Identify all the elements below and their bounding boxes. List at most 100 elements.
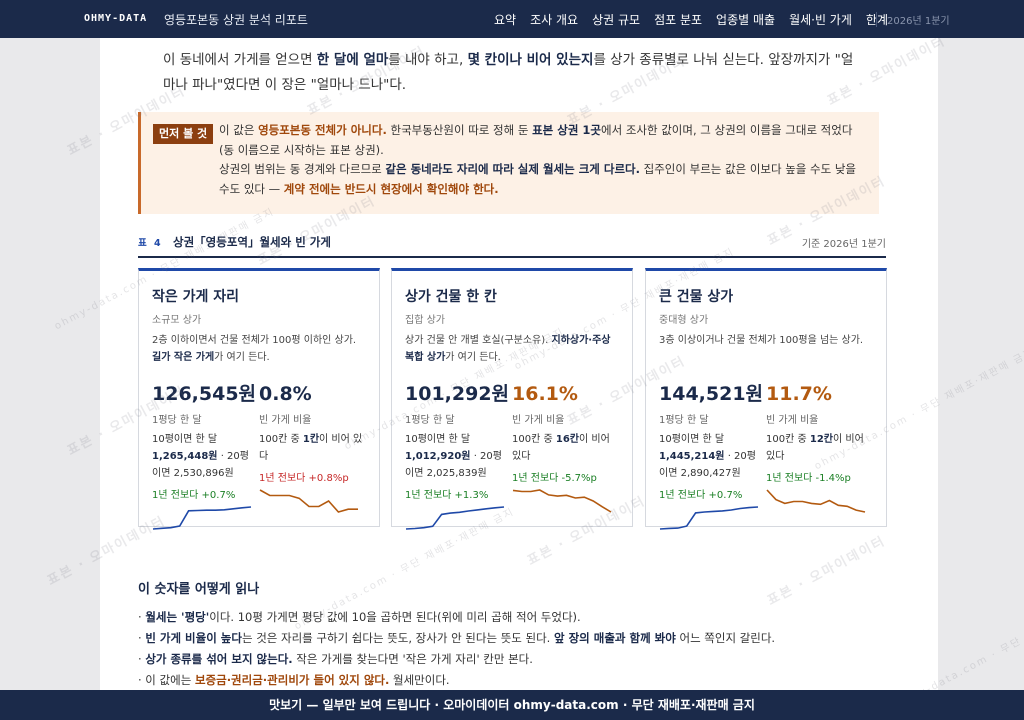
vacancy-label: 빈 가게 비율 <box>512 415 565 426</box>
text-run: 어느 쪽인지 갈린다. <box>675 631 776 645</box>
report-title: 영등포본동 상권 분석 리포트 <box>164 13 308 27</box>
text-run: 한 달에 얼마 <box>316 52 389 68</box>
footer-banner: 맛보기 — 일부만 보여 드립니다 · 오마이데이터 ohmy-data.com… <box>0 690 1024 720</box>
rent-detail: 10평이면 한 달 1,012,920원 · 20평이면 2,025,839원 <box>405 431 511 482</box>
text-run: 를 상가 종류별로 나눠 싣는다. 앞장까지가 "얼마나 파나"였다면 이 장은… <box>163 52 854 93</box>
text-run: 가 여기 든다. <box>214 352 270 363</box>
rent-label: 1평당 한 달 <box>152 415 202 426</box>
change-value: +0.8%p <box>308 473 349 484</box>
text-run: 12칸 <box>809 434 833 445</box>
rent-value: 144,521원 <box>659 383 764 405</box>
metrics: 144,521원 1평당 한 달 10평이면 한 달 1,445,214원 · 20… <box>659 382 873 531</box>
period: 2026년 1분기 <box>876 12 950 27</box>
text-run: 월세는 '평당' <box>145 610 210 624</box>
guide-items: · 월세는 '평당'이다. 10평 가게면 평당 값에 10을 곱하면 된다(위… <box>138 607 898 690</box>
note-text: 이 값은 영등포본동 전체가 아니다. 한국부동산원이 따로 정해 둔 표본 상… <box>219 121 867 199</box>
note-box: 먼저 볼 것 이 값은 영등포본동 전체가 아니다. 한국부동산원이 따로 정해… <box>138 112 879 214</box>
nav-link[interactable]: 요약 <box>494 13 517 27</box>
rent-column: 101,292원 1평당 한 달 10평이면 한 달 1,012,920원 · 20… <box>405 382 512 531</box>
text-run: 100칸 중 <box>512 434 556 445</box>
change-label: 1년 전보다 <box>152 490 199 501</box>
card-desc: 2층 이하이면서 건물 전체가 100평 이하인 상가. 길가 작은 가게가 여… <box>152 332 366 368</box>
brand[interactable]: OHMY-DATA <box>84 13 148 24</box>
nav-link[interactable]: 상권 규모 <box>592 13 641 27</box>
text-run: 지하상가·주상복합 상가 <box>405 335 611 363</box>
card-kind: 중대형 상가 <box>659 315 709 326</box>
trend-line <box>659 506 759 530</box>
trend-line <box>405 506 505 530</box>
text-run: 1,445,214원 <box>659 451 725 462</box>
text-run: 이 비어 있다 <box>512 434 610 462</box>
text-run: 한국부동산원이 따로 정해 둔 <box>386 123 533 137</box>
sparkline <box>152 506 252 530</box>
text-run: 이 비어 있다 <box>766 434 864 462</box>
trend-line <box>512 489 612 513</box>
metrics: 126,545원 1평당 한 달 10평이면 한 달 1,265,448원 · 20… <box>152 382 366 531</box>
guide-item: · 이 값에는 보증금·권리금·관리비가 들어 있지 않다. 월세만이다. <box>138 670 898 690</box>
text-run: · <box>138 652 146 666</box>
text-run: 월세만이다. <box>389 673 450 687</box>
nav-link[interactable]: 월세·빈 가게 <box>789 13 852 27</box>
sparkline <box>405 506 505 530</box>
nav-link[interactable]: 업종별 매출 <box>716 13 776 27</box>
text-run: 집주인이 부르는 값은 이보다 높을 수도 낮을 수도 있다 — <box>219 162 857 196</box>
text-run: 이다. 10평 가게면 평당 값에 10을 곱하면 된다(위에 미리 곱해 적어… <box>209 610 581 624</box>
table-header: 표 4 상권「영등포역」월세와 빈 가게 기준 2026년 1분기 <box>138 232 886 258</box>
text-run: 상가 건물 안 개별 호실(구분소유). <box>405 335 552 346</box>
nav-link[interactable]: 조사 개요 <box>530 13 579 27</box>
card: 상가 건물 한 칸 집합 상가 상가 건물 안 개별 호실(구분소유). 지하상가·… <box>391 268 633 530</box>
card-desc: 3층 이상이거나 건물 전체가 100평을 넘는 상가. <box>659 332 873 368</box>
text-run: · 20평이면 2,530,896원 <box>152 451 249 479</box>
text-run: · 20평이면 2,025,839원 <box>405 451 502 479</box>
nav-bar: OHMY-DATA 영등포본동 상권 분석 리포트 요약 조사 개요 상권 규모 점포… <box>0 0 1024 38</box>
guide: 이 숫자를 어떻게 읽나 · 월세는 '평당'이다. 10평 가게면 평당 값에… <box>138 578 898 690</box>
change-value: -1.4%p <box>815 473 851 484</box>
sparkline <box>259 489 358 513</box>
card-title: 큰 건물 상가 <box>659 289 734 305</box>
text-run: · <box>138 610 146 624</box>
text-run: 계약 전에는 반드시 현장에서 확인해야 한다. <box>283 181 499 196</box>
change-label: 1년 전보다 <box>259 473 306 484</box>
table-label: 표 4 <box>138 238 163 249</box>
text-run: 10평이면 한 달 <box>152 434 218 445</box>
text-run: · <box>138 631 146 645</box>
change-value: +0.7% <box>708 490 743 501</box>
metrics: 101,292원 1평당 한 달 10평이면 한 달 1,012,920원 · 20… <box>405 382 619 531</box>
vacancy-column: 11.7% 빈 가게 비율 100칸 중 12칸이 비어 있다 1년 전보다 -1.4… <box>766 382 873 531</box>
guide-item: · 상가 종류를 섞어 보지 않는다. 작은 가게를 찾는다면 '작은 가게 자… <box>138 649 898 670</box>
sparkline <box>512 489 612 513</box>
text-run: 이 비어 있다 <box>259 434 363 462</box>
vacancy-detail: 100칸 중 12칸이 비어 있다 <box>766 431 872 465</box>
change-value: +1.3% <box>454 490 489 501</box>
table-title: 상권「영등포역」월세와 빈 가게 <box>173 235 331 249</box>
text-run: 이 동네에서 가게를 얻으면 <box>163 52 317 68</box>
text-run: 가 여기 든다. <box>445 352 501 363</box>
card-kind: 소규모 상가 <box>152 315 202 326</box>
text-run: 길가 작은 가게 <box>152 352 215 363</box>
text-run: 를 내야 하고, <box>388 52 468 68</box>
vacancy-detail: 100칸 중 1칸이 비어 있다 <box>259 431 365 465</box>
text-run: 작은 가게를 찾는다면 '작은 가게 자리' 칸만 본다. <box>292 652 533 666</box>
trend-line <box>259 489 358 513</box>
text-run: 는 것은 자리를 구하기 쉽다는 뜻도, 장사가 안 된다는 뜻도 된다. <box>241 631 554 645</box>
vacancy-detail: 100칸 중 16칸이 비어 있다 <box>512 431 618 465</box>
text-run: 3층 이상이거나 건물 전체가 100평을 넘는 상가. <box>659 335 864 346</box>
change-label: 1년 전보다 <box>766 473 813 484</box>
card-title: 상가 건물 한 칸 <box>405 289 497 305</box>
trend-line <box>766 489 866 513</box>
vacancy-label: 빈 가게 비율 <box>259 415 312 426</box>
intro: 이 동네에서 가게를 얻으면 한 달에 얼마를 내야 하고, 몇 칸이나 비어 … <box>163 48 863 98</box>
guide-title: 이 숫자를 어떻게 읽나 <box>138 582 260 597</box>
rent-column: 126,545원 1평당 한 달 10평이면 한 달 1,265,448원 · 20… <box>152 382 259 531</box>
text-run: 100칸 중 <box>259 434 303 445</box>
vacancy-column: 0.8% 빈 가게 비율 100칸 중 1칸이 비어 있다 1년 전보다 +0.8%p <box>259 382 366 531</box>
content: 이 동네에서 가게를 얻으면 한 달에 얼마를 내야 하고, 몇 칸이나 비어 … <box>100 38 938 690</box>
change-label: 1년 전보다 <box>659 490 706 501</box>
text-run: 빈 가게 비율이 높다 <box>145 631 242 645</box>
vacancy-label: 빈 가게 비율 <box>766 415 819 426</box>
text-run: 1,012,920원 <box>405 451 471 462</box>
rent-detail: 10평이면 한 달 1,445,214원 · 20평이면 2,890,427원 <box>659 431 765 482</box>
nav-link[interactable]: 점포 분포 <box>654 13 703 27</box>
rent-value: 101,292원 <box>405 383 510 405</box>
